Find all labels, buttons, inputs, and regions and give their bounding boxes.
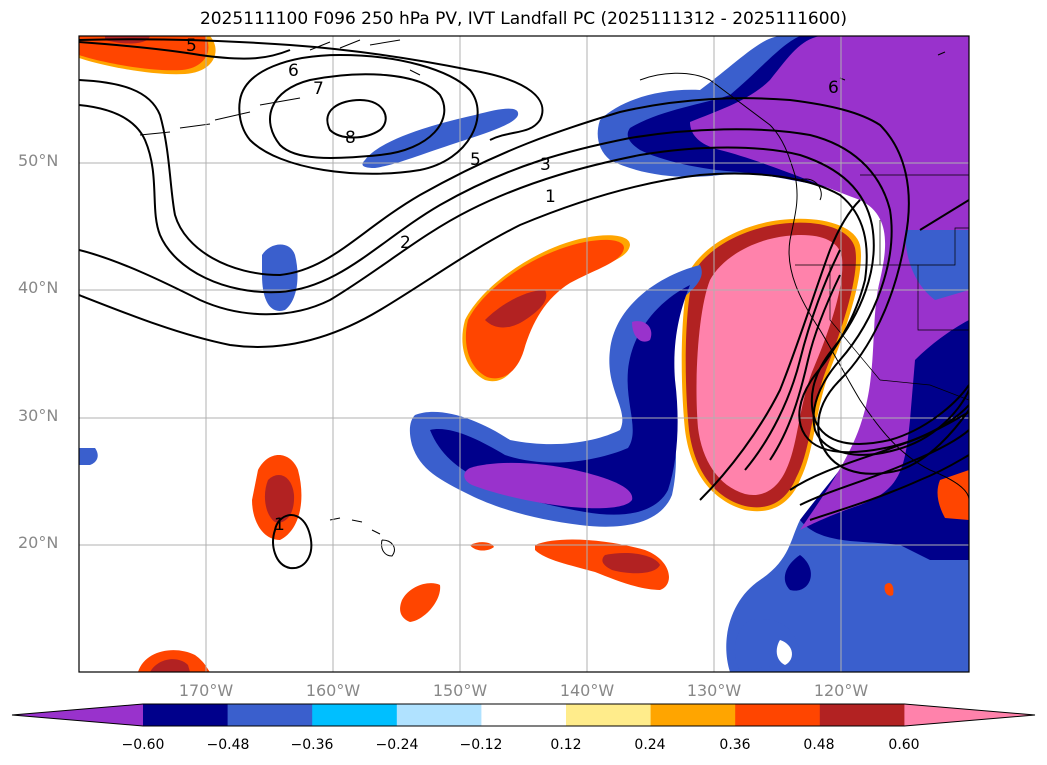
field-negative-westpacific	[262, 244, 298, 311]
contour-label: 8	[345, 128, 356, 148]
lon-label: 130°W	[686, 681, 742, 700]
colorbar-tick: 0.12	[550, 737, 582, 753]
colorbar-segment	[227, 704, 313, 726]
contour-label: 1	[274, 515, 285, 535]
contour-lines	[79, 38, 969, 570]
colorbar-tick: −0.24	[375, 737, 419, 753]
lat-label: 20°N	[18, 533, 59, 552]
figure-title: 2025111100 F096 250 hPa PV, IVT Landfall…	[199, 9, 847, 29]
lon-label: 160°W	[305, 681, 361, 700]
colorbar-tick: 0.36	[719, 737, 751, 753]
contour-label: 3	[540, 155, 551, 175]
contour-label: 7	[313, 79, 324, 99]
colorbar-tick: −0.48	[206, 737, 250, 753]
contour-label: 1	[545, 187, 556, 207]
lon-label: 170°W	[178, 681, 234, 700]
colorbar-segment	[566, 704, 652, 726]
lon-label: 150°W	[432, 681, 488, 700]
lat-label: 50°N	[18, 151, 59, 170]
colorbar-tick: −0.60	[121, 737, 165, 753]
colorbar-segment	[143, 704, 229, 726]
contour-label: 6	[288, 61, 299, 81]
colorbar-segment	[312, 704, 398, 726]
lat-label: 30°N	[18, 406, 59, 425]
field-negative-edge	[79, 448, 98, 465]
colorbar-tick: 0.48	[803, 737, 835, 753]
colorbar-tick: 0.60	[888, 737, 920, 753]
colorbar-segment	[819, 704, 905, 726]
field-negative-central	[409, 265, 702, 527]
political-borders	[795, 174, 969, 401]
contour-label: 5	[470, 150, 481, 170]
lon-label: 140°W	[559, 681, 615, 700]
contour-labels: 5 6 7 8 5 3 1 2 6 1	[186, 36, 839, 535]
field-positive-hawaii-west	[252, 455, 302, 540]
colorbar-tick: −0.12	[459, 737, 503, 753]
colorbar-tick: −0.36	[290, 737, 334, 753]
contour-label: 6	[828, 78, 839, 98]
lat-label: 40°N	[18, 278, 59, 297]
colorbar-segment	[12, 704, 143, 726]
gridlines	[79, 36, 969, 672]
field-positive-south	[138, 470, 969, 672]
field-negative-northpacific	[362, 108, 519, 168]
colorbar-segment	[904, 704, 1035, 726]
map-frame	[78, 35, 970, 673]
map-panel: 5 6 7 8 5 3 1 2 6 1	[78, 35, 970, 673]
contour-label: 2	[400, 233, 411, 253]
colorbar-segment	[481, 704, 567, 726]
colorbar-tick: 0.24	[634, 737, 666, 753]
colorbar-segment	[650, 704, 736, 726]
contour-label: 5	[186, 36, 197, 56]
colorbar-segments	[11, 703, 1036, 727]
colorbar-outline	[11, 703, 1036, 727]
lon-label: 120°W	[813, 681, 869, 700]
colorbar-segment	[396, 704, 482, 726]
field-positive-mid	[462, 235, 630, 382]
colorbar-segment	[735, 704, 821, 726]
